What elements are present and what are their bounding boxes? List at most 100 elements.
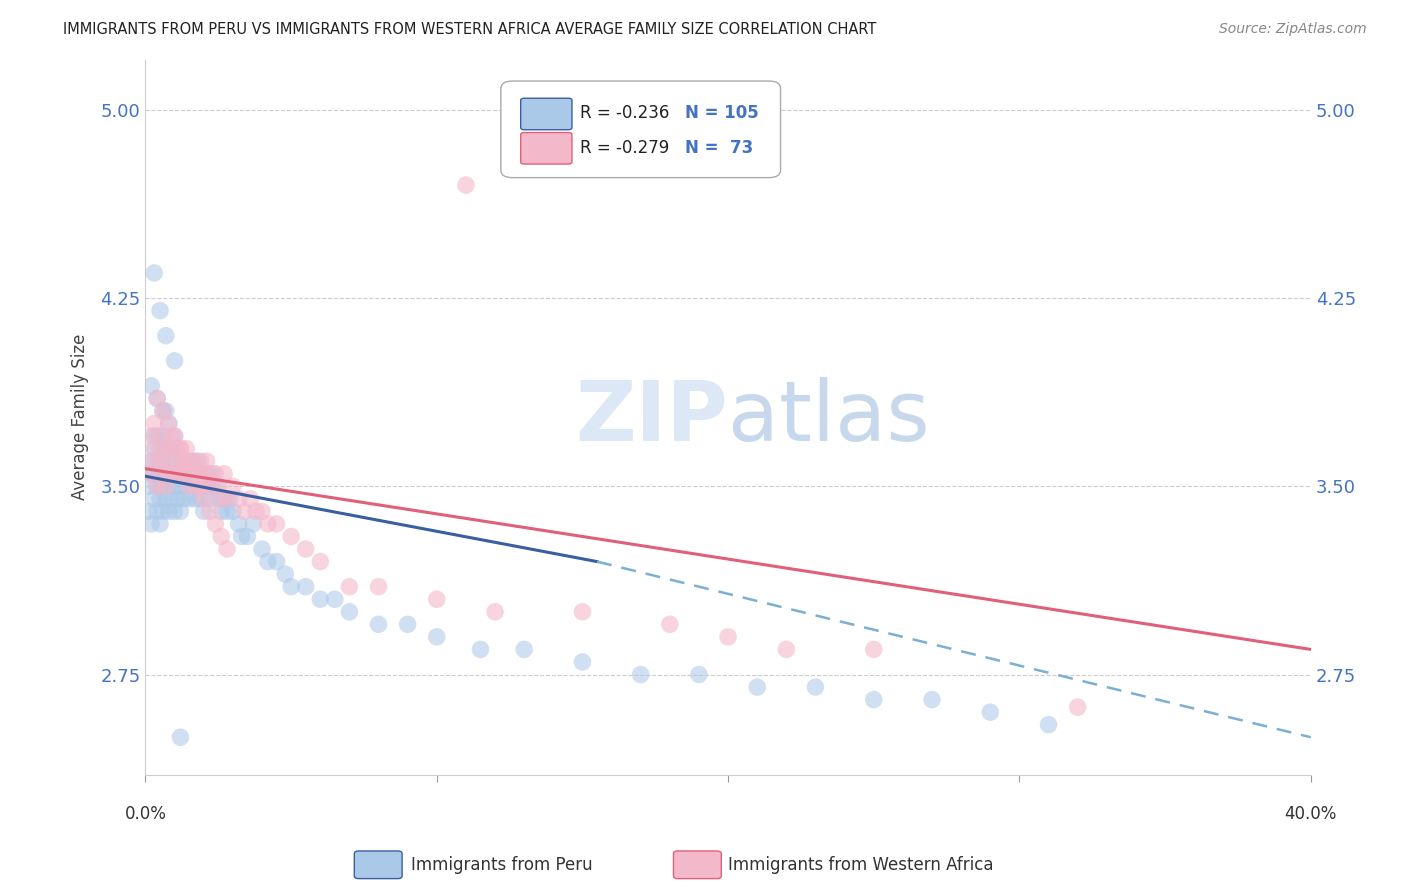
Point [209,504,232,518]
Point [169,442,191,456]
Point [149,454,172,468]
Point [187,479,209,493]
Point [198,491,221,506]
Point [187,479,209,493]
Text: Immigrants from Peru: Immigrants from Peru [411,856,592,874]
Point [152,467,174,481]
Text: atlas: atlas [728,376,929,458]
Point [207,491,229,506]
Point [157,417,180,431]
Point [160,467,183,481]
Text: R = -0.279: R = -0.279 [581,138,669,157]
Point [804,680,827,694]
Point [274,567,297,582]
Point [163,504,186,518]
Y-axis label: Average Family Size: Average Family Size [72,334,89,500]
Point [155,454,177,468]
Point [157,417,180,431]
Point [157,479,180,493]
Point [209,491,232,506]
Point [143,467,166,481]
Point [160,491,183,506]
FancyBboxPatch shape [520,133,572,164]
Point [190,454,212,468]
Point [149,467,172,481]
Point [242,516,264,531]
Point [184,454,207,468]
Point [212,467,235,481]
Point [146,429,169,443]
Point [141,467,163,481]
FancyBboxPatch shape [520,98,572,129]
Point [198,479,221,493]
Point [163,353,186,368]
Point [250,504,273,518]
Point [143,417,166,431]
Point [630,667,652,681]
Text: IMMIGRANTS FROM PERU VS IMMIGRANTS FROM WESTERN AFRICA AVERAGE FAMILY SIZE CORRE: IMMIGRANTS FROM PERU VS IMMIGRANTS FROM … [63,22,877,37]
Point [484,605,506,619]
Point [163,454,186,468]
Point [184,491,207,506]
Point [193,479,215,493]
Point [571,605,593,619]
Point [228,491,250,506]
Point [160,442,183,456]
Point [138,504,160,518]
Point [157,504,180,518]
Point [266,555,288,569]
Point [146,479,169,493]
Text: Source: ZipAtlas.com: Source: ZipAtlas.com [1219,22,1367,37]
Point [179,479,201,493]
Point [149,303,172,318]
Point [775,642,797,657]
Point [169,467,191,481]
Text: N = 105: N = 105 [685,104,759,122]
Point [143,442,166,456]
Point [193,491,215,506]
Text: Immigrants from Western Africa: Immigrants from Western Africa [728,856,994,874]
Point [143,429,166,443]
Point [367,617,389,632]
Point [146,392,169,406]
Point [337,605,360,619]
Point [146,504,169,518]
Point [155,442,177,456]
Point [152,404,174,418]
Point [256,516,278,531]
Point [204,467,226,481]
Text: 0.0%: 0.0% [125,805,166,823]
Point [367,580,389,594]
Point [181,479,204,493]
Point [179,454,201,468]
Point [309,592,332,607]
Point [250,542,273,557]
Point [862,642,884,657]
Point [138,467,160,481]
Point [470,642,492,657]
Point [426,630,449,644]
Text: 40.0%: 40.0% [1285,805,1337,823]
Point [141,454,163,468]
Point [149,491,172,506]
Point [309,555,332,569]
Point [152,429,174,443]
Point [181,467,204,481]
Point [141,379,163,393]
Point [1038,717,1060,731]
Point [172,467,194,481]
Point [152,454,174,468]
Point [215,504,238,518]
Point [207,479,229,493]
Point [215,491,238,506]
Point [209,529,232,543]
Point [179,467,201,481]
Point [152,479,174,493]
Point [219,491,242,506]
Point [222,504,245,518]
Point [157,467,180,481]
Point [152,404,174,418]
Point [239,491,262,506]
Point [181,454,204,468]
Point [571,655,593,669]
